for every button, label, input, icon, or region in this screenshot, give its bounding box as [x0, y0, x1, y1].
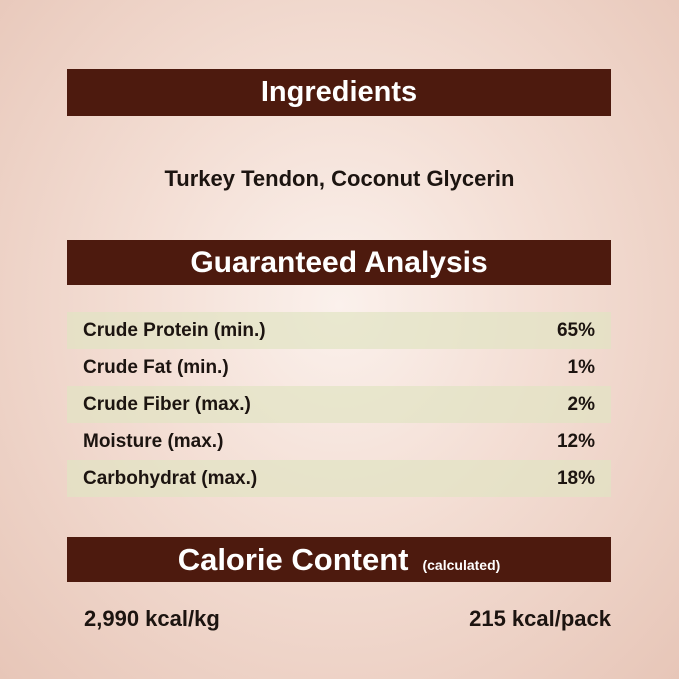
analysis-header: Guaranteed Analysis — [67, 240, 611, 285]
ingredients-title: Ingredients — [260, 76, 418, 108]
calorie-title: Calorie Content — [177, 541, 409, 577]
row-label: Carbohydrat (max.) — [83, 467, 258, 489]
table-row: Crude Protein (min.) 65% — [67, 312, 611, 349]
row-value: 2% — [567, 393, 595, 415]
calorie-per-kg: 2,990 kcal/kg — [84, 606, 220, 631]
row-value: 1% — [567, 356, 595, 378]
analysis-table: Crude Protein (min.) 65% Crude Fat (min.)… — [67, 312, 611, 497]
calorie-per-pack: 215 kcal/pack — [469, 606, 611, 631]
row-label: Moisture (max.) — [83, 430, 224, 452]
table-row: Crude Fiber (max.) 2% — [67, 386, 611, 423]
row-label: Crude Protein (min.) — [83, 319, 266, 341]
row-value: 65% — [556, 319, 595, 341]
row-value: 12% — [556, 430, 595, 452]
ingredients-header: Ingredients — [67, 69, 611, 116]
table-row: Carbohydrat (max.) 18% — [67, 460, 611, 497]
row-label: Crude Fat (min.) — [83, 356, 229, 378]
table-row: Moisture (max.) 12% — [67, 423, 611, 460]
row-label: Crude Fiber (max.) — [83, 393, 251, 415]
calorie-subtitle: (calculated) — [422, 556, 501, 573]
ingredients-text: Turkey Tendon, Coconut Glycerin — [164, 166, 515, 191]
row-value: 18% — [556, 467, 595, 489]
table-row: Crude Fat (min.) 1% — [67, 349, 611, 386]
analysis-title: Guaranteed Analysis — [190, 245, 488, 279]
calorie-header: Calorie Content (calculated) — [67, 537, 611, 582]
